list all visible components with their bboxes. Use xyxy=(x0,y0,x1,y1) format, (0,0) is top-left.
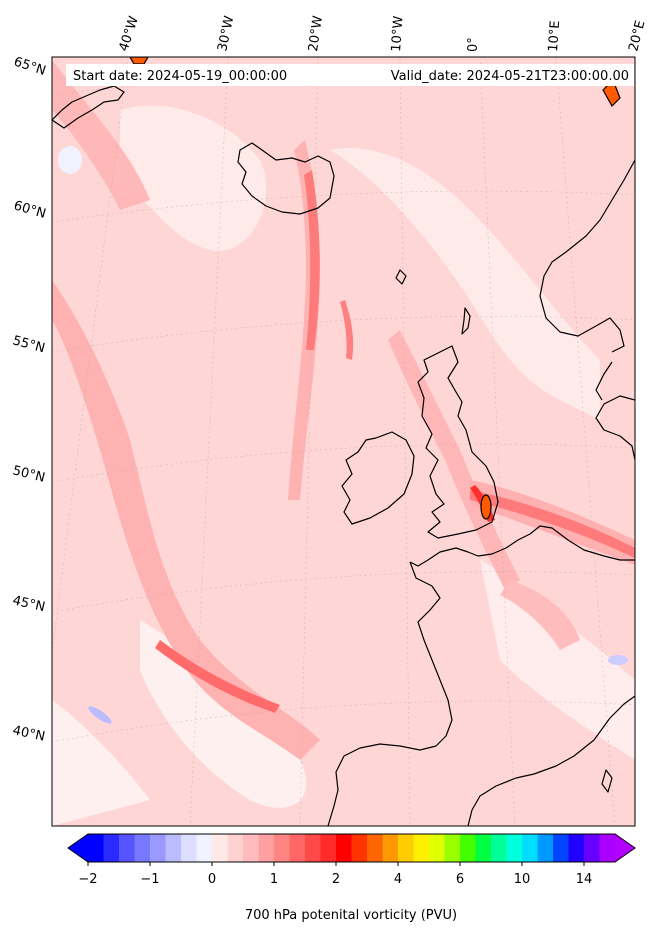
colorbar-segment xyxy=(382,834,399,862)
pv-low-region xyxy=(52,700,150,826)
colorbar-segment xyxy=(506,834,523,862)
longitude-label: 20°E xyxy=(626,19,648,53)
colorbar-extend-under xyxy=(68,834,88,862)
start-date-label: Start date: 2024-05-19_00:00:00 xyxy=(73,69,287,84)
pv-maximum xyxy=(480,494,492,520)
colorbar-segment xyxy=(103,834,120,862)
mediterranean-coast xyxy=(467,695,635,826)
latitude-axis: 65°N 60°N 55°N 50°N 45°N 40°N xyxy=(11,55,48,745)
pv-mid-band xyxy=(52,60,150,210)
colorbar-segment xyxy=(119,834,135,862)
colorbar-segment xyxy=(429,834,445,862)
colorbar xyxy=(67,833,636,863)
longitude-label: 30°W xyxy=(215,14,237,52)
denmark-coast xyxy=(595,361,613,401)
colorbar-tick-label: 10 xyxy=(514,872,531,887)
ireland-coast xyxy=(341,431,415,525)
colorbar-segment xyxy=(150,834,166,862)
colorbar-segment xyxy=(165,834,182,862)
colorbar-segment xyxy=(196,834,213,862)
pv-mid-band xyxy=(500,580,580,650)
colorbar-segment xyxy=(258,834,275,862)
colorbar-segment xyxy=(227,834,244,862)
longitude-label: 20°W xyxy=(306,15,326,53)
pv-strong-filament xyxy=(155,640,280,713)
pv-low-region xyxy=(480,560,635,760)
colorbar-segment xyxy=(88,834,104,862)
colorbar-segment xyxy=(351,834,368,862)
colorbar-extend-over xyxy=(615,834,635,862)
colorbar-tick-label: −1 xyxy=(140,872,159,887)
colorbar-segment xyxy=(553,834,569,862)
pv-strong-filament xyxy=(470,490,635,558)
colorbar-segment xyxy=(305,834,321,862)
map-frame xyxy=(51,56,636,827)
longitude-label: 40°W xyxy=(117,14,142,53)
colorbar-segment xyxy=(181,834,197,862)
colorbar-segment xyxy=(134,834,151,862)
norway-coast xyxy=(539,159,635,353)
colorbar-segment xyxy=(274,834,290,862)
colorbar-segment xyxy=(289,834,306,862)
continent-north-coast xyxy=(409,525,635,567)
pv-minimum-spot xyxy=(58,146,82,174)
colorbar-tick-label: 14 xyxy=(576,872,593,887)
colorbar-segment xyxy=(336,834,352,862)
colorbar-segment xyxy=(398,834,414,862)
pv-low-region xyxy=(330,148,600,421)
longitude-axis: 40°W 30°W 20°W 10°W 0° 10°E 20°E xyxy=(117,14,649,53)
colorbar-segment xyxy=(243,834,259,862)
greenland-coast xyxy=(52,85,125,129)
longitude-label: 10°E xyxy=(546,20,563,52)
colorbar-segment xyxy=(444,834,461,862)
colorbar-segment xyxy=(367,834,383,862)
colorbar-segment xyxy=(537,834,554,862)
colorbar-segment xyxy=(568,834,585,862)
pv-strong-filament xyxy=(304,170,320,350)
corsica-coast xyxy=(601,769,613,793)
iceland-coast xyxy=(237,142,335,215)
colorbar-segment xyxy=(522,834,538,862)
colorbar-tick-label: 4 xyxy=(394,872,402,887)
pv-low-region xyxy=(120,105,267,252)
colorbar-tick-label: 6 xyxy=(456,872,464,887)
iberia-coast xyxy=(327,743,437,826)
colorbar-tick-label: 2 xyxy=(332,872,340,887)
baltic-coast xyxy=(595,395,635,461)
colorbar-tick-label: −2 xyxy=(78,872,97,887)
france-west-coast xyxy=(409,561,453,747)
colorbar-label: 700 hPa potenital vorticity (PVU) xyxy=(245,908,457,923)
colorbar-segment xyxy=(212,834,228,862)
latitude-label: 60°N xyxy=(12,198,48,221)
great-britain-coast xyxy=(417,345,499,539)
latitude-label: 65°N xyxy=(12,55,48,79)
shetland-islands xyxy=(461,307,471,335)
colorbar-segment xyxy=(413,834,430,862)
valid-date-label: Valid_date: 2024-05-21T23:00:00.00 xyxy=(391,69,629,84)
colorbar-segment xyxy=(599,834,616,862)
colorbar-outline xyxy=(67,833,636,863)
latitude-label: 45°N xyxy=(11,593,46,615)
map-panel xyxy=(52,57,635,826)
longitude-label: 10°W xyxy=(389,15,406,52)
colorbar-segment xyxy=(491,834,507,862)
colorbar-segment xyxy=(584,834,600,862)
colorbar-ticks: −2 −1 0 1 2 4 6 10 14 xyxy=(78,862,592,887)
longitude-label: 0° xyxy=(466,37,481,52)
colorbar-tick-label: 0 xyxy=(208,872,216,887)
colorbar-segment xyxy=(475,834,492,862)
colorbar-segment xyxy=(460,834,476,862)
pv-minimum-spot xyxy=(608,655,628,665)
pv-minimum-spot xyxy=(88,706,112,724)
faroe-islands xyxy=(395,269,407,285)
latitude-label: 40°N xyxy=(11,723,46,744)
coastlines xyxy=(52,85,635,826)
latitude-label: 50°N xyxy=(11,463,46,485)
pv-strong-filament xyxy=(340,300,354,360)
colorbar-segment xyxy=(320,834,337,862)
latitude-label: 55°N xyxy=(11,333,47,356)
header-box xyxy=(66,64,634,86)
colorbar-tick-label: 1 xyxy=(270,872,278,887)
